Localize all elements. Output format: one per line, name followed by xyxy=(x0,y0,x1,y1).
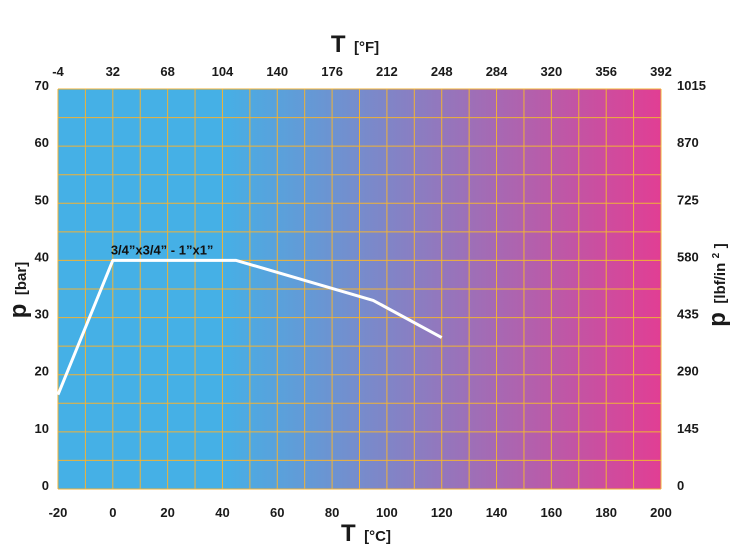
x-top-tick-label: 392 xyxy=(650,64,672,79)
y-left-tick-label: 0 xyxy=(42,478,49,493)
x-bottom-tick-label: -20 xyxy=(49,505,68,520)
x-bottom-tick-label: 0 xyxy=(109,505,116,520)
x-top-tick-label: 32 xyxy=(106,64,120,79)
x-top-tick-label: 176 xyxy=(321,64,343,79)
y-right-axis-title: p [lbf/in 2 ] xyxy=(704,243,730,326)
x-bottom-tick-label: 200 xyxy=(650,505,672,520)
x-top-tick-label: 212 xyxy=(376,64,398,79)
y-right-tick-label: 145 xyxy=(677,421,699,436)
x-bottom-tick-label: 140 xyxy=(486,505,508,520)
x-bottom-tick-label: 100 xyxy=(376,505,398,520)
y-right-tick-label: 725 xyxy=(677,192,699,207)
x-top-tick-label: 320 xyxy=(541,64,563,79)
series-label: 3/4”x3/4” - 1”x1” xyxy=(111,242,214,257)
y-left-tick-label: 30 xyxy=(35,307,49,322)
x-top-tick-label: 140 xyxy=(266,64,288,79)
x-top-tick-label: 356 xyxy=(595,64,617,79)
y-right-tick-label: 1015 xyxy=(677,78,706,93)
x-bottom-tick-label: 60 xyxy=(270,505,284,520)
x-top-tick-label: -4 xyxy=(52,64,64,79)
x-bottom-tick-label: 40 xyxy=(215,505,229,520)
series-layer: 3/4”x3/4” - 1”x1” xyxy=(56,242,443,396)
x-bottom-tick-label: 120 xyxy=(431,505,453,520)
x-top-tick-label: 104 xyxy=(212,64,234,79)
tick-labels: -20 0 20 40 60 80 100 120 140 160 180 200-4 32 68 104 1… xyxy=(35,64,706,520)
y-right-tick-label: 435 xyxy=(677,307,699,322)
y-left-axis-title: p [bar] xyxy=(5,262,32,318)
y-left-tick-label: 60 xyxy=(35,135,49,150)
y-right-tick-label: 290 xyxy=(677,364,699,379)
y-left-tick-label: 70 xyxy=(35,78,49,93)
x-bottom-tick-label: 160 xyxy=(541,505,563,520)
series-line xyxy=(56,258,443,396)
y-left-tick-label: 10 xyxy=(35,421,49,436)
y-right-tick-label: 870 xyxy=(677,135,699,150)
x-top-tick-label: 284 xyxy=(486,64,508,79)
y-left-tick-label: 40 xyxy=(35,249,49,264)
x-top-tick-label: 68 xyxy=(160,64,174,79)
x-bottom-tick-label: 180 xyxy=(595,505,617,520)
y-right-tick-label: 580 xyxy=(677,249,699,264)
x-top-tick-label: 248 xyxy=(431,64,453,79)
y-left-tick-label: 20 xyxy=(35,364,49,379)
x-top-axis-title: T [°F] xyxy=(331,31,379,58)
y-left-tick-label: 50 xyxy=(35,192,49,207)
y-right-tick-label: 0 xyxy=(677,478,684,493)
x-bottom-tick-label: 20 xyxy=(160,505,174,520)
x-bottom-axis-title: T [°C] xyxy=(341,520,391,547)
x-bottom-tick-label: 80 xyxy=(325,505,339,520)
